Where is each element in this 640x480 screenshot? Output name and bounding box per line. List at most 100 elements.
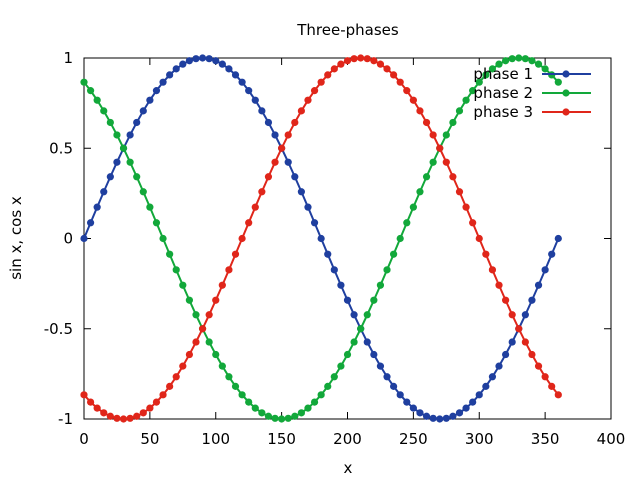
data-point xyxy=(258,107,266,115)
data-point xyxy=(238,391,246,399)
data-point xyxy=(238,234,246,243)
legend-label: phase 3 xyxy=(473,103,533,121)
data-point xyxy=(317,391,325,399)
x-tick-label: 250 xyxy=(399,430,428,448)
x-tick-label: 400 xyxy=(597,430,626,448)
data-point xyxy=(238,78,246,86)
y-tick-label: 0.5 xyxy=(49,139,73,157)
data-point xyxy=(271,414,279,422)
data-point xyxy=(488,65,497,73)
data-point xyxy=(554,234,562,243)
data-point xyxy=(482,71,490,79)
data-point xyxy=(429,131,437,139)
data-point xyxy=(251,404,259,412)
data-point xyxy=(541,266,549,274)
x-axis-label: x xyxy=(344,459,353,477)
data-point xyxy=(343,57,352,65)
x-tick-label: 100 xyxy=(201,430,230,448)
data-point xyxy=(350,311,358,319)
data-point xyxy=(455,409,464,417)
data-point xyxy=(278,144,286,152)
data-point xyxy=(469,87,477,95)
data-point xyxy=(297,107,305,115)
data-point xyxy=(225,373,233,381)
data-point xyxy=(534,60,543,68)
data-point xyxy=(159,391,167,399)
data-point xyxy=(488,266,497,274)
data-point xyxy=(106,118,114,127)
data-point xyxy=(343,350,352,359)
data-point xyxy=(225,266,233,274)
data-point xyxy=(502,57,510,65)
data-point xyxy=(488,373,497,381)
data-point xyxy=(152,87,161,95)
data-point xyxy=(297,409,305,417)
data-point xyxy=(370,57,378,65)
data-point xyxy=(113,131,121,139)
data-point xyxy=(449,118,457,127)
data-point xyxy=(245,219,253,227)
data-point xyxy=(86,219,95,227)
data-point xyxy=(179,281,187,289)
data-point xyxy=(442,131,450,139)
data-point xyxy=(212,350,220,359)
data-point xyxy=(146,96,154,104)
data-point xyxy=(231,382,240,390)
data-point xyxy=(100,107,108,115)
data-point xyxy=(396,78,404,86)
data-point xyxy=(403,87,411,95)
data-point xyxy=(495,362,503,370)
data-point xyxy=(159,234,167,243)
data-point xyxy=(86,398,95,406)
data-point xyxy=(422,118,431,127)
data-point xyxy=(133,118,141,127)
data-point xyxy=(106,173,114,181)
legend-label: phase 2 xyxy=(473,84,533,102)
data-point xyxy=(258,409,266,417)
data-point xyxy=(337,281,345,289)
data-point xyxy=(139,188,147,196)
data-point xyxy=(396,391,404,399)
data-point xyxy=(80,78,88,86)
data-point xyxy=(337,60,345,68)
data-point xyxy=(80,234,88,243)
data-point xyxy=(495,281,503,289)
data-point xyxy=(462,96,470,104)
data-point xyxy=(225,65,233,73)
data-point xyxy=(126,131,134,139)
data-point xyxy=(218,362,226,370)
data-point xyxy=(113,158,121,166)
data-point xyxy=(390,250,398,258)
data-point xyxy=(449,173,457,181)
data-point xyxy=(271,131,279,139)
data-point xyxy=(502,296,510,304)
data-point xyxy=(172,373,180,381)
data-point xyxy=(422,412,431,420)
data-point xyxy=(231,250,240,258)
data-point xyxy=(370,350,378,359)
data-point xyxy=(350,338,358,346)
data-point xyxy=(383,65,391,73)
data-point xyxy=(409,203,417,211)
data-point xyxy=(179,362,187,370)
data-point xyxy=(119,415,128,423)
data-point xyxy=(376,60,385,68)
data-point xyxy=(455,107,464,115)
data-point xyxy=(218,60,226,68)
data-point xyxy=(133,412,141,420)
x-tick-label: 50 xyxy=(140,430,159,448)
data-point xyxy=(548,382,556,390)
data-point xyxy=(231,71,240,79)
data-point xyxy=(264,412,273,420)
data-point xyxy=(185,296,193,304)
series-layer xyxy=(80,54,562,423)
data-point xyxy=(409,404,417,412)
x-tick-label: 200 xyxy=(333,430,362,448)
data-point xyxy=(218,281,226,289)
data-point xyxy=(383,266,391,274)
data-point xyxy=(205,55,213,63)
data-point xyxy=(258,188,266,196)
data-point xyxy=(284,131,292,139)
